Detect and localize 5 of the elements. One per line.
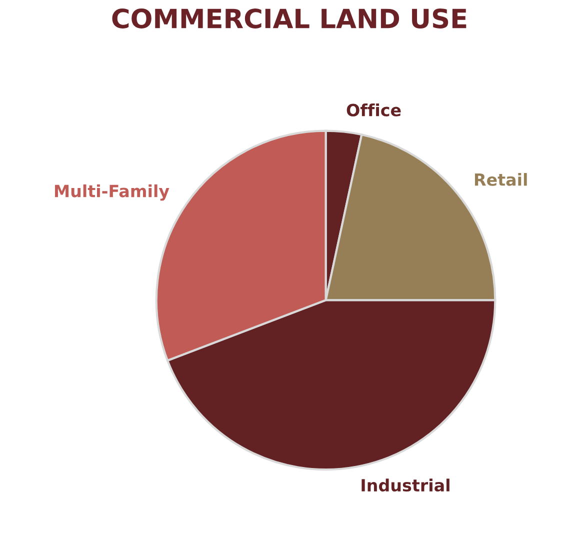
- slice-label: Multi-Family: [55, 184, 170, 201]
- chart-title: COMMERCIAL LAND USE: [112, 8, 466, 28]
- slice-label: Retail: [474, 173, 527, 186]
- slice-label: Office: [346, 103, 401, 116]
- slice-label: Industrial: [362, 478, 450, 492]
